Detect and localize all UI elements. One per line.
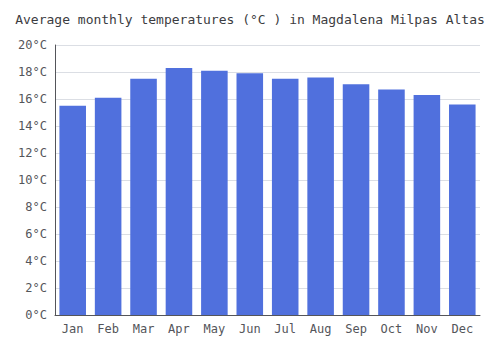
svg-text:Jan: Jan xyxy=(62,322,84,336)
svg-text:16°C: 16°C xyxy=(18,92,47,106)
svg-text:Jun: Jun xyxy=(239,322,261,336)
svg-text:Mar: Mar xyxy=(133,322,155,336)
svg-text:14°C: 14°C xyxy=(18,119,47,133)
svg-text:12°C: 12°C xyxy=(18,146,47,160)
svg-text:18°C: 18°C xyxy=(18,65,47,79)
svg-text:Oct: Oct xyxy=(381,322,403,336)
svg-text:Average monthly temperatures (: Average monthly temperatures (°C ) in Ma… xyxy=(15,12,485,27)
svg-text:May: May xyxy=(204,322,226,336)
svg-text:2°C: 2°C xyxy=(25,281,47,295)
svg-text:Dec: Dec xyxy=(451,322,473,336)
svg-text:6°C: 6°C xyxy=(25,227,47,241)
svg-text:Jul: Jul xyxy=(274,322,296,336)
svg-text:Feb: Feb xyxy=(97,322,119,336)
svg-text:10°C: 10°C xyxy=(18,173,47,187)
svg-text:20°C: 20°C xyxy=(18,38,47,52)
svg-text:Apr: Apr xyxy=(168,322,190,336)
svg-text:Nov: Nov xyxy=(416,322,438,336)
svg-text:Sep: Sep xyxy=(345,322,367,336)
svg-text:4°C: 4°C xyxy=(25,254,47,268)
svg-text:0°C: 0°C xyxy=(25,308,47,322)
svg-text:Aug: Aug xyxy=(310,322,332,336)
svg-text:8°C: 8°C xyxy=(25,200,47,214)
